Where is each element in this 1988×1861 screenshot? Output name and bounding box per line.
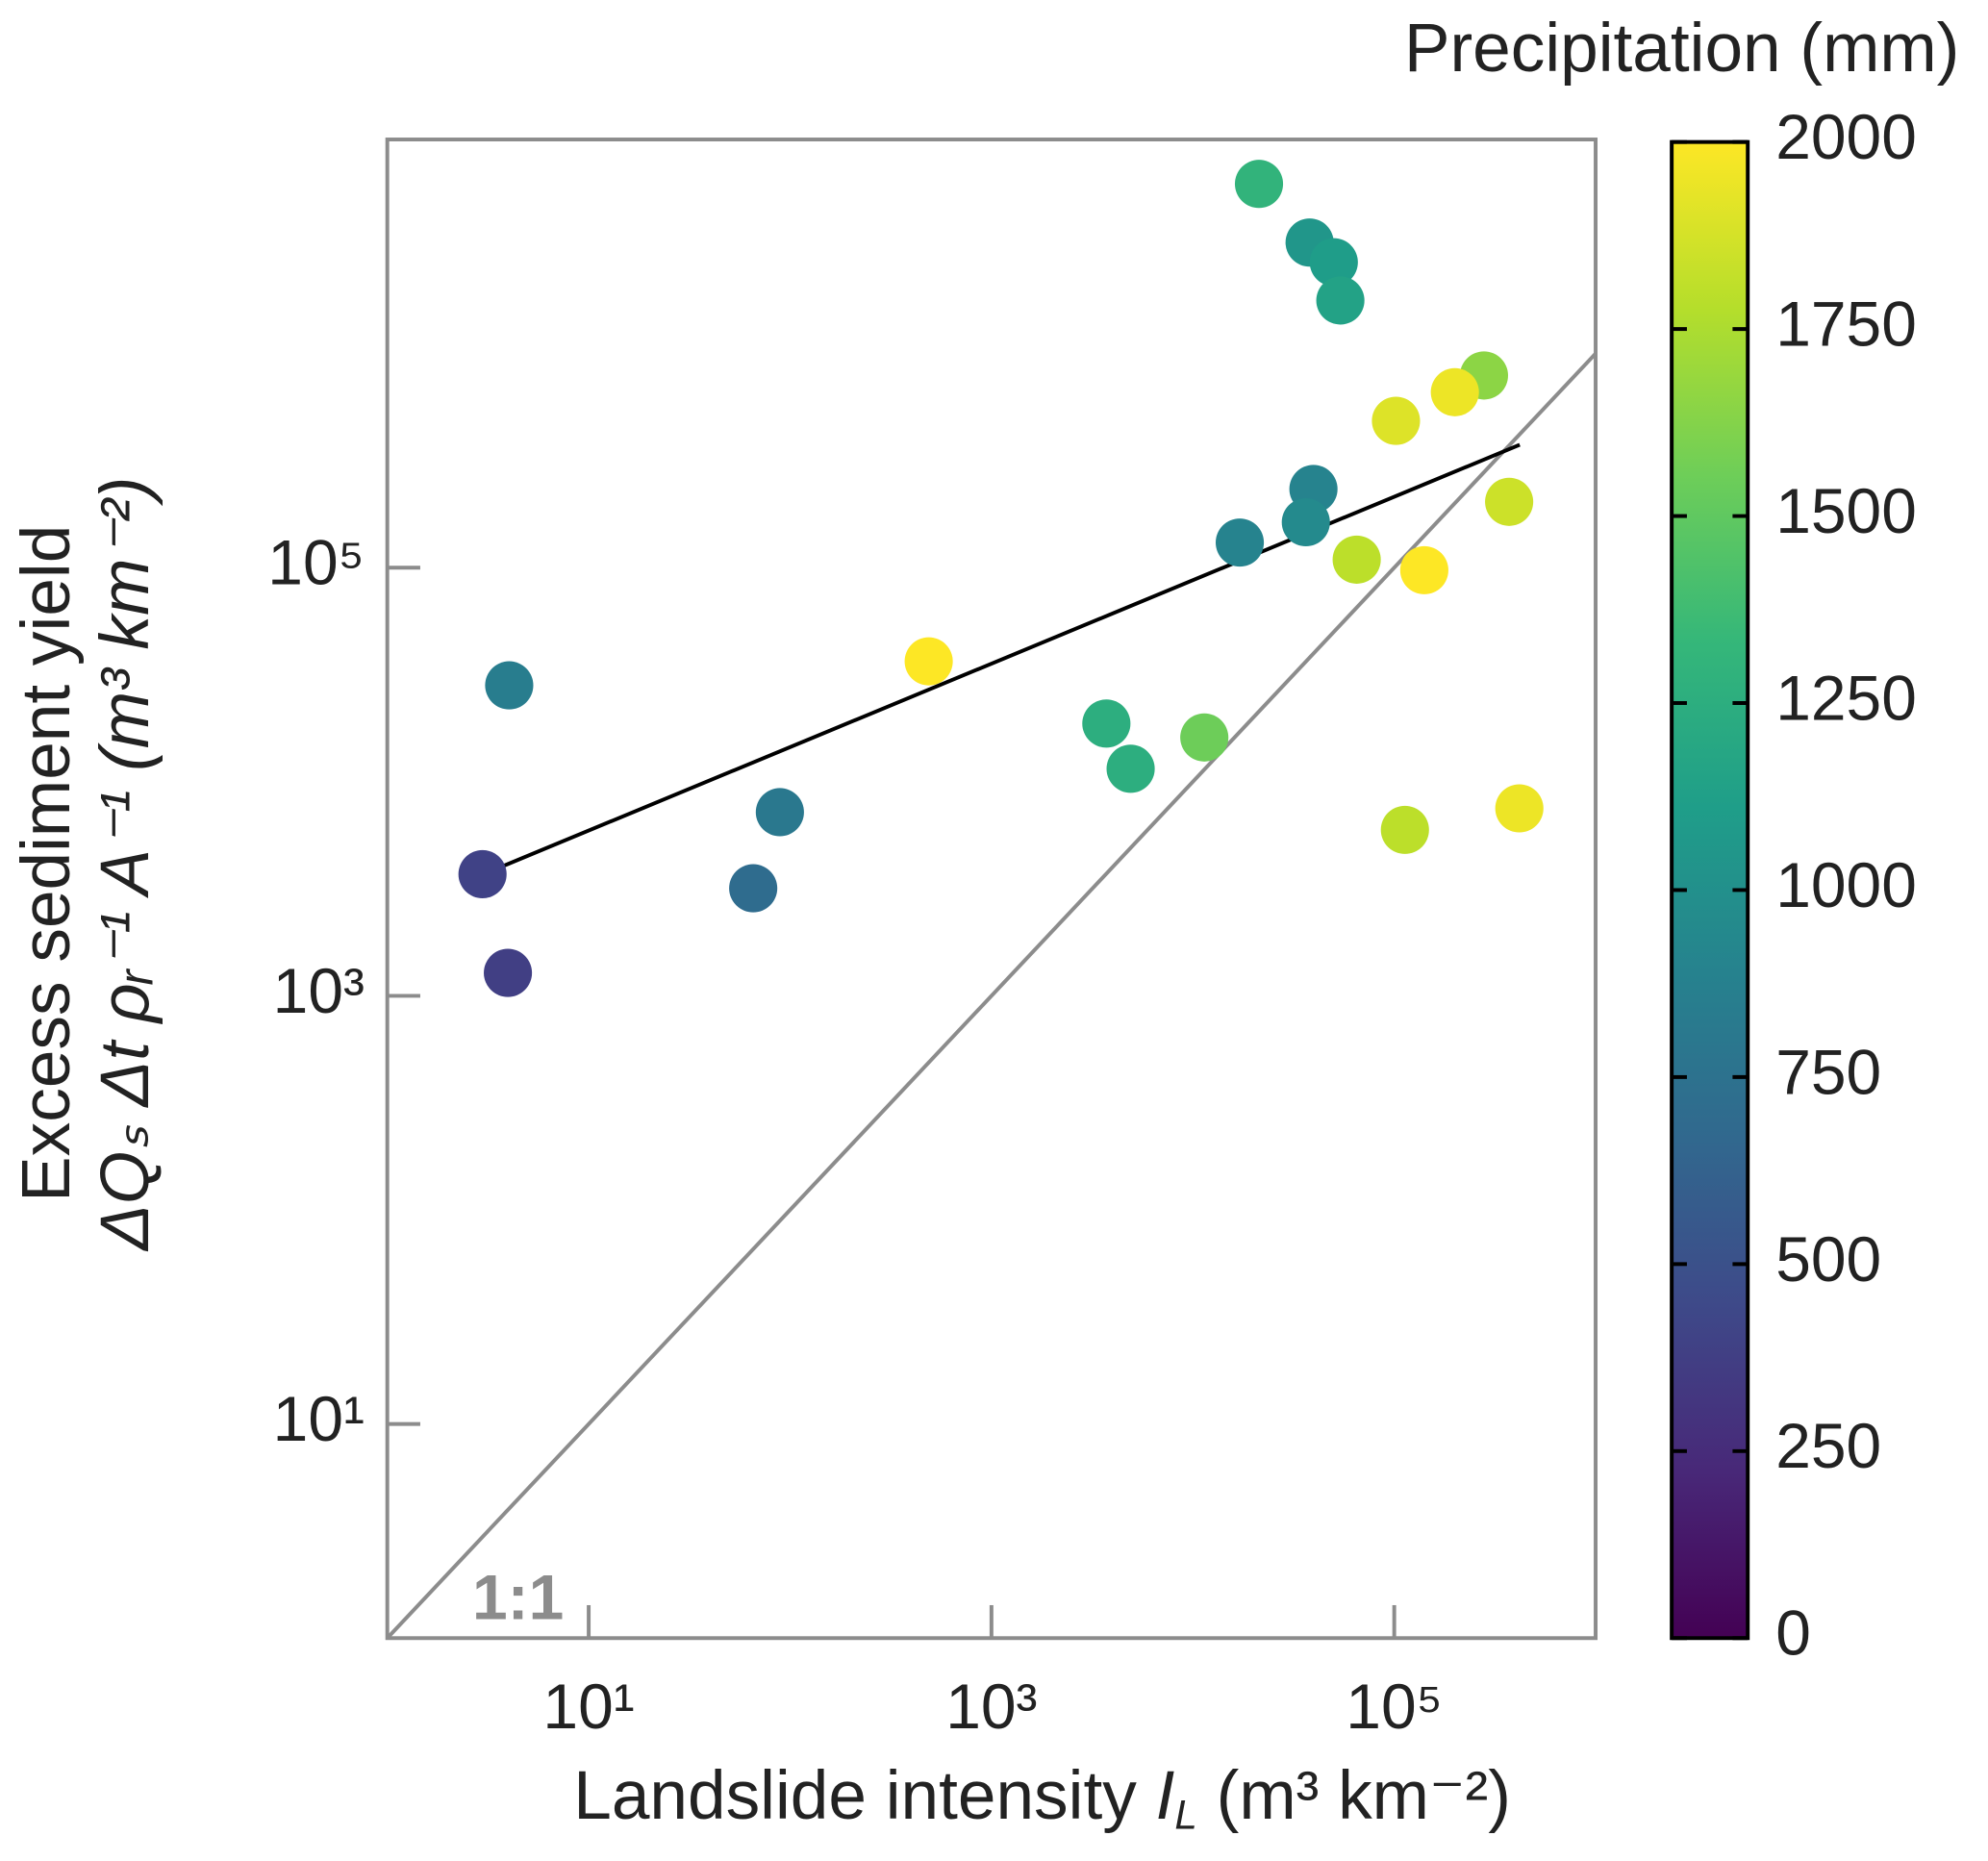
data-point	[1106, 744, 1155, 793]
data-point	[1399, 545, 1448, 594]
colorbar-tick-label: 750	[1775, 1036, 1881, 1107]
x-axis-label-part: I	[1156, 1758, 1175, 1834]
y-axis-label: ΔQₛ Δt ρᵣ⁻¹ A⁻¹ (m³ km⁻²)	[88, 477, 164, 1252]
data-point	[1380, 805, 1429, 854]
colorbar-tick-label: 1000	[1775, 849, 1917, 920]
data-point	[1430, 367, 1479, 416]
y-axis-label: Excess sediment yield	[9, 525, 85, 1202]
data-point	[1485, 477, 1534, 526]
data-point	[729, 864, 778, 913]
colorbar-tick-label: 500	[1775, 1223, 1881, 1295]
x-tick-label: 10¹	[542, 1671, 634, 1742]
fit-line	[482, 442, 1521, 876]
colorbar-tick-label: 2000	[1775, 101, 1917, 172]
data-point	[1495, 784, 1544, 833]
x-tick-label: 10³	[945, 1671, 1037, 1742]
reference-label: 1:1	[472, 1562, 564, 1633]
data-point	[1281, 497, 1330, 547]
y-tick-label: 10¹	[273, 1383, 365, 1454]
x-tick-label: 10⁵	[1346, 1671, 1443, 1742]
colorbar-tick-label: 1250	[1775, 662, 1917, 733]
data-point	[1234, 160, 1284, 209]
data-point	[1180, 713, 1229, 762]
colorbar-tick-label: 0	[1775, 1597, 1811, 1669]
y-tick-label: 10³	[273, 955, 365, 1026]
data-point	[484, 948, 533, 997]
data-point	[458, 849, 507, 898]
data-point	[1309, 238, 1358, 287]
colorbar-tick-label: 250	[1775, 1410, 1881, 1481]
x-axis-label-part: Landslide intensity	[573, 1758, 1155, 1834]
x-axis-label-part: (m³ km⁻²)	[1197, 1758, 1511, 1834]
data-point	[1371, 396, 1421, 445]
data-point	[485, 661, 534, 710]
colorbar-tick-label: 1750	[1775, 289, 1917, 360]
plot-frame	[385, 138, 1598, 1641]
y-tick-label: 10⁵	[267, 527, 365, 598]
reference-line	[386, 352, 1598, 1640]
data-point	[1082, 699, 1131, 748]
data-point	[1316, 276, 1365, 325]
colorbar-tick-label: 1500	[1775, 475, 1917, 546]
data-point	[755, 788, 804, 837]
colorbar-label: Precipitation (mm)	[1404, 11, 1959, 87]
data-point	[904, 637, 953, 686]
x-axis-label-part: L	[1174, 1793, 1196, 1838]
data-point	[1215, 518, 1265, 567]
data-point	[1332, 535, 1381, 584]
x-axis-label: Landslide intensity IL (m³ km⁻²)	[573, 1758, 1511, 1838]
